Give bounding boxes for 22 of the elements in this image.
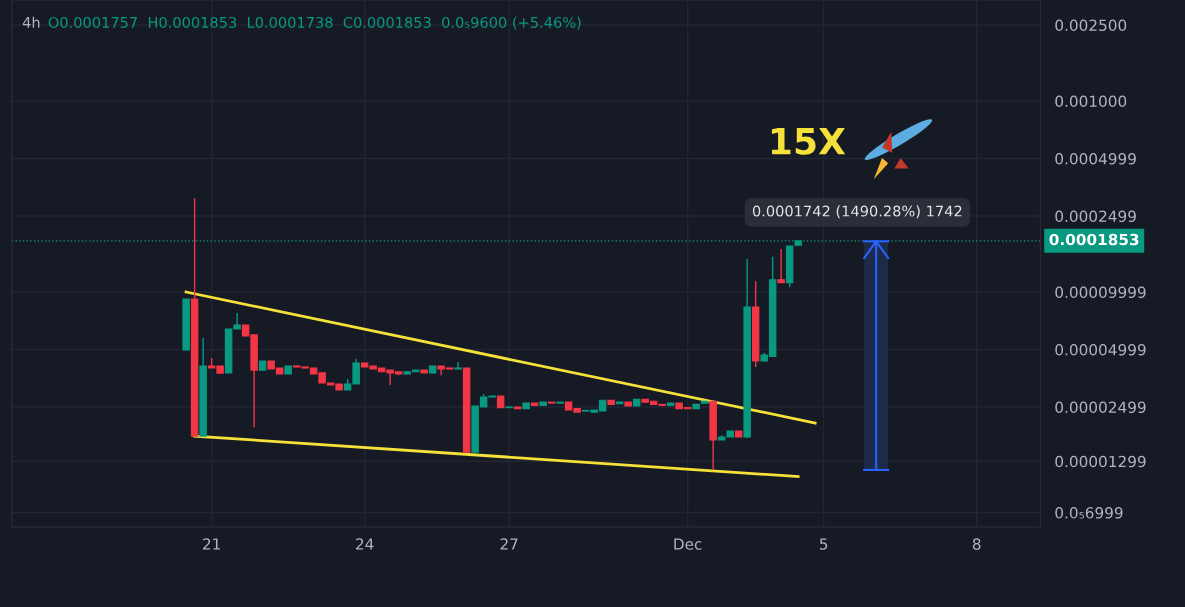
y-tick-label: 0.0002499 [1055,210,1136,223]
candlestick [454,361,462,370]
x-tick-label: 24 [356,538,374,550]
y-tick-label: 0.00009999 [1055,286,1146,299]
candlestick [777,248,785,284]
annotation: 15X [771,128,846,155]
x-tick-label: 27 [500,538,518,550]
x-tick-label: Dec [674,538,702,550]
x-tick-label: 8 [972,538,981,550]
y-tick-label: 0.00002499 [1055,401,1146,414]
y-tick-label: 0.00001299 [1055,455,1146,468]
y-tick-label: 0.001000 [1055,95,1127,108]
x-tick-label: 21 [203,538,220,550]
text: O0.0001757 H0.0001853 L0.0001738 C0.0001853 0.0₅9600 (+5.46%) [48,16,581,30]
y-tick-label: 0.002500 [1055,19,1127,32]
y-tick-label: 0.0004999 [1055,152,1136,165]
text: 4h [22,16,40,28]
y-tick-label: 0.0₅6999 [1055,507,1123,519]
x-tick-label: 5 [819,538,828,550]
ref-line-label: 0.0001853 [1049,233,1139,246]
annotation: 0.0001742 (1490.28%) 1742 [752,205,962,219]
y-tick-label: 0.00004999 [1055,343,1146,356]
